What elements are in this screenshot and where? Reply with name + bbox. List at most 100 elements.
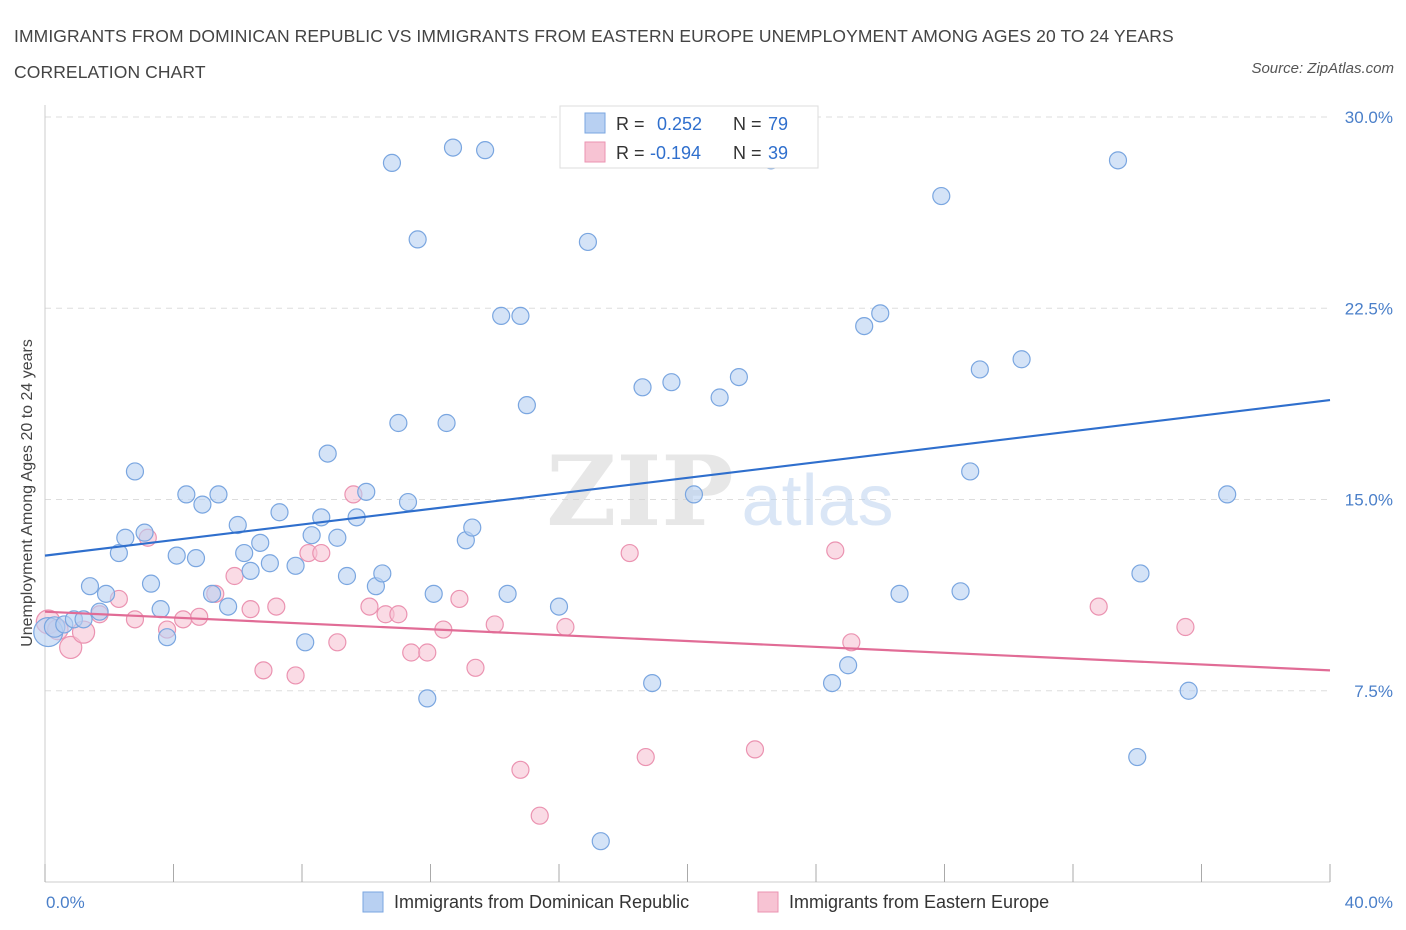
point-eastern-europe <box>125 610 145 629</box>
point-dominican-republic <box>235 543 254 563</box>
point-eastern-europe <box>360 597 379 616</box>
point-dominican-republic <box>871 304 890 323</box>
point-dominican-republic <box>839 656 858 675</box>
point-dominican-republic <box>1131 564 1150 583</box>
point-dominican-republic <box>1128 747 1147 767</box>
point-dominican-republic <box>890 584 909 603</box>
point-dominican-republic <box>251 533 270 552</box>
source-note: Source: ZipAtlas.com <box>1251 60 1394 77</box>
point-dominican-republic <box>373 564 392 583</box>
y-tick-label: 30.0% <box>1345 108 1393 127</box>
point-dominican-republic <box>177 485 196 504</box>
grid-lines <box>45 116 1330 692</box>
legend-swatch-blue <box>584 112 606 134</box>
point-dominican-republic <box>337 566 357 586</box>
point-dominican-republic <box>260 554 279 573</box>
point-dominican-republic <box>270 503 289 522</box>
bottom-legend-label-pink: Immigrants from Eastern Europe <box>789 892 1049 912</box>
point-dominican-republic <box>1012 350 1031 369</box>
point-dominican-republic <box>318 444 337 463</box>
legend-n-label: N = <box>733 143 762 163</box>
point-dominican-republic <box>382 153 402 172</box>
bottom-legend-swatch-pink <box>757 891 779 913</box>
point-dominican-republic <box>855 317 874 336</box>
point-eastern-europe <box>745 740 765 759</box>
point-dominican-republic <box>517 396 536 415</box>
trend-line-eastern-europe <box>44 610 1331 672</box>
series-dominican-republic-points <box>33 138 1237 851</box>
point-dominican-republic <box>418 689 437 708</box>
point-dominican-republic <box>228 515 247 535</box>
point-dominican-republic <box>74 610 93 629</box>
point-dominican-republic <box>476 141 495 160</box>
y-tick-label: 15.0% <box>1345 491 1393 510</box>
bottom-legend-swatch-blue <box>362 891 384 913</box>
point-dominican-republic <box>80 577 100 596</box>
legend-r-label: R = <box>616 143 645 163</box>
point-dominican-republic <box>96 584 116 603</box>
axes <box>44 105 1331 883</box>
point-eastern-europe <box>254 661 273 680</box>
point-dominican-republic <box>167 546 186 565</box>
point-dominican-republic <box>109 543 128 563</box>
point-eastern-europe <box>190 607 209 626</box>
point-dominican-republic <box>286 556 305 575</box>
point-dominican-republic <box>125 462 145 481</box>
point-dominican-republic <box>90 602 109 621</box>
point-dominican-republic <box>398 492 418 512</box>
y-axis-label: Unemployment Among Ages 20 to 24 years <box>19 339 36 647</box>
point-eastern-europe <box>225 566 244 586</box>
chart-title: IMMIGRANTS FROM DOMINICAN REPUBLIC VS IM… <box>14 26 1174 82</box>
point-dominican-republic <box>511 306 530 325</box>
point-dominican-republic <box>302 526 321 545</box>
point-dominican-republic <box>932 186 951 206</box>
point-eastern-europe <box>267 597 286 616</box>
legend-n-value: 79 <box>768 114 788 134</box>
point-eastern-europe <box>826 541 845 560</box>
point-dominican-republic <box>633 378 652 397</box>
point-eastern-europe <box>530 806 549 825</box>
point-dominican-republic <box>437 413 456 433</box>
point-dominican-republic <box>961 462 980 481</box>
point-eastern-europe <box>466 658 485 677</box>
point-dominican-republic <box>209 485 228 504</box>
legend-r-label: R = <box>616 114 645 134</box>
point-dominican-republic <box>684 485 704 504</box>
point-dominican-republic <box>549 597 569 616</box>
point-dominican-republic <box>1108 151 1128 170</box>
point-eastern-europe <box>450 589 469 609</box>
bottom-legend-label-blue: Immigrants from Dominican Republic <box>394 892 689 912</box>
point-dominican-republic <box>822 673 842 693</box>
point-eastern-europe <box>842 633 861 652</box>
point-dominican-republic <box>951 582 970 601</box>
trend-lines <box>44 398 1331 672</box>
legend-n-value: 39 <box>768 143 788 163</box>
point-dominican-republic <box>241 561 260 581</box>
point-dominican-republic <box>424 584 443 603</box>
point-dominican-republic <box>463 518 482 537</box>
point-dominican-republic <box>157 628 177 647</box>
point-dominican-republic <box>729 368 749 387</box>
point-eastern-europe <box>418 643 437 662</box>
point-dominican-republic <box>389 413 408 433</box>
point-dominican-republic <box>193 495 212 514</box>
point-dominican-republic <box>151 600 170 619</box>
point-eastern-europe <box>1176 617 1195 637</box>
point-eastern-europe <box>620 543 639 563</box>
point-dominican-republic <box>443 138 463 157</box>
tick-labels: 7.5% 15.0% 22.5% 30.0% 0.0% 40.0% <box>46 108 1393 912</box>
bottom-legend: Immigrants from Dominican Republic Immig… <box>362 891 1049 913</box>
point-eastern-europe <box>511 760 530 779</box>
point-eastern-europe <box>286 666 305 685</box>
x-tick-label: 40.0% <box>1345 893 1393 912</box>
point-dominican-republic <box>591 832 610 851</box>
point-dominican-republic <box>1179 681 1198 700</box>
point-dominican-republic <box>408 230 427 249</box>
point-dominican-republic <box>578 232 598 252</box>
legend-swatch-pink <box>584 141 606 163</box>
trend-line-dominican-republic <box>44 398 1331 557</box>
point-dominican-republic <box>202 584 222 603</box>
point-dominican-republic <box>662 373 681 392</box>
point-dominican-republic <box>328 528 347 547</box>
point-dominican-republic <box>970 360 989 379</box>
